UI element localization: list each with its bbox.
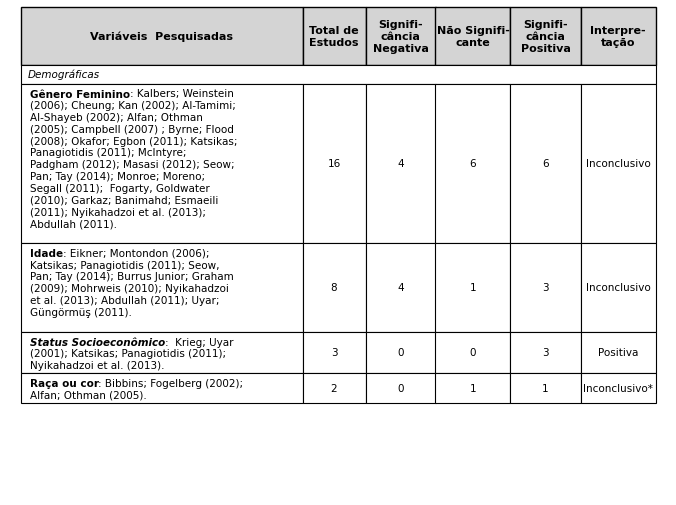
Text: Interpre-
tação: Interpre- tação — [590, 26, 646, 48]
Text: Padgham (2012); Masasi (2012); Seow;: Padgham (2012); Masasi (2012); Seow; — [30, 160, 234, 170]
Bar — [302, 373, 366, 402]
Bar — [20, 373, 302, 402]
Text: Positiva: Positiva — [598, 347, 638, 358]
Text: et al. (2013); Abdullah (2011); Uyar;: et al. (2013); Abdullah (2011); Uyar; — [30, 295, 219, 306]
Bar — [581, 243, 656, 332]
Text: Pan; Tay (2014); Burrus Junior; Graham: Pan; Tay (2014); Burrus Junior; Graham — [30, 272, 233, 282]
Text: 2: 2 — [331, 383, 337, 393]
Bar — [435, 84, 510, 243]
Text: (2005); Campbell (2007) ; Byrne; Flood: (2005); Campbell (2007) ; Byrne; Flood — [30, 125, 233, 135]
Text: :  Krieg; Uyar: : Krieg; Uyar — [165, 337, 233, 347]
Text: (2008); Okafor; Egbon (2011); Katsikas;: (2008); Okafor; Egbon (2011); Katsikas; — [30, 136, 237, 146]
Text: Total de
Estudos: Total de Estudos — [309, 26, 359, 48]
Text: 3: 3 — [542, 283, 549, 292]
Bar — [366, 332, 435, 373]
Text: 0: 0 — [397, 347, 404, 358]
Bar — [510, 243, 581, 332]
Text: (2006); Cheung; Kan (2002); Al-Tamimi;: (2006); Cheung; Kan (2002); Al-Tamimi; — [30, 101, 235, 111]
Bar — [581, 8, 656, 66]
Text: (2011); Nyikahadzoi et al. (2013);: (2011); Nyikahadzoi et al. (2013); — [30, 207, 206, 217]
Bar — [20, 332, 302, 373]
Bar — [20, 8, 302, 66]
Bar — [435, 373, 510, 402]
Text: 3: 3 — [542, 347, 549, 358]
Bar — [366, 84, 435, 243]
Text: Abdullah (2011).: Abdullah (2011). — [30, 219, 116, 229]
Text: Signifi-
cância
Positiva: Signifi- cância Positiva — [521, 20, 571, 55]
Text: Katsikas; Panagiotidis (2011); Seow,: Katsikas; Panagiotidis (2011); Seow, — [30, 260, 219, 270]
Text: (2010); Garkaz; Banimahd; Esmaeili: (2010); Garkaz; Banimahd; Esmaeili — [30, 195, 218, 206]
Text: 4: 4 — [397, 159, 404, 169]
Text: Segall (2011);  Fogarty, Goldwater: Segall (2011); Fogarty, Goldwater — [30, 183, 210, 193]
Bar — [581, 84, 656, 243]
Bar — [510, 373, 581, 402]
Bar — [302, 84, 366, 243]
Text: 1: 1 — [470, 283, 477, 292]
Bar — [302, 332, 366, 373]
Text: Inconclusivo: Inconclusivo — [585, 159, 650, 169]
Bar — [302, 243, 366, 332]
Text: 0: 0 — [397, 383, 404, 393]
Text: Güngörmüş (2011).: Güngörmüş (2011). — [30, 307, 131, 317]
Text: 1: 1 — [470, 383, 477, 393]
Bar — [366, 8, 435, 66]
Bar — [435, 8, 510, 66]
Text: Status Socioeconômico: Status Socioeconômico — [30, 337, 165, 347]
Text: Inconclusivo*: Inconclusivo* — [583, 383, 653, 393]
Bar — [366, 243, 435, 332]
Text: 8: 8 — [331, 283, 337, 292]
Text: Signifi-
cância
Negativa: Signifi- cância Negativa — [372, 20, 429, 55]
Text: Idade: Idade — [30, 248, 63, 259]
Text: 16: 16 — [327, 159, 341, 169]
Text: Raça ou cor: Raça ou cor — [30, 378, 99, 388]
Text: 6: 6 — [542, 159, 549, 169]
Bar — [510, 8, 581, 66]
Text: (2001); Katsikas; Panagiotidis (2011);: (2001); Katsikas; Panagiotidis (2011); — [30, 348, 226, 359]
Text: 1: 1 — [542, 383, 549, 393]
Bar — [20, 66, 656, 84]
Bar — [366, 373, 435, 402]
Text: 4: 4 — [397, 283, 404, 292]
Text: 6: 6 — [470, 159, 477, 169]
Bar — [581, 373, 656, 402]
Text: Variáveis  Pesquisadas: Variáveis Pesquisadas — [90, 32, 233, 42]
Bar — [20, 243, 302, 332]
Text: Al-Shayeb (2002); Alfan; Othman: Al-Shayeb (2002); Alfan; Othman — [30, 113, 202, 123]
Text: (2009); Mohrweis (2010); Nyikahadzoi: (2009); Mohrweis (2010); Nyikahadzoi — [30, 284, 228, 294]
Text: Pan; Tay (2014); Monroe; Moreno;: Pan; Tay (2014); Monroe; Moreno; — [30, 172, 205, 182]
Bar — [581, 332, 656, 373]
Text: Não Signifi-
cante: Não Signifi- cante — [437, 26, 510, 48]
Bar — [20, 84, 302, 243]
Text: : Bibbins; Fogelberg (2002);: : Bibbins; Fogelberg (2002); — [99, 378, 243, 388]
Text: Inconclusivo: Inconclusivo — [585, 283, 650, 292]
Text: Panagiotidis (2011); McIntyre;: Panagiotidis (2011); McIntyre; — [30, 148, 186, 158]
Text: Alfan; Othman (2005).: Alfan; Othman (2005). — [30, 390, 146, 400]
Bar — [510, 84, 581, 243]
Text: Gênero Feminino: Gênero Feminino — [30, 89, 130, 99]
Text: Demográficas: Demográficas — [28, 70, 99, 80]
Bar — [435, 243, 510, 332]
Text: Nyikahadzoi et al. (2013).: Nyikahadzoi et al. (2013). — [30, 361, 164, 370]
Text: 3: 3 — [331, 347, 337, 358]
Text: : Kalbers; Weinstein: : Kalbers; Weinstein — [130, 89, 233, 99]
Bar — [435, 332, 510, 373]
Text: 0: 0 — [470, 347, 477, 358]
Bar — [302, 8, 366, 66]
Text: : Eikner; Montondon (2006);: : Eikner; Montondon (2006); — [63, 248, 209, 259]
Bar — [510, 332, 581, 373]
